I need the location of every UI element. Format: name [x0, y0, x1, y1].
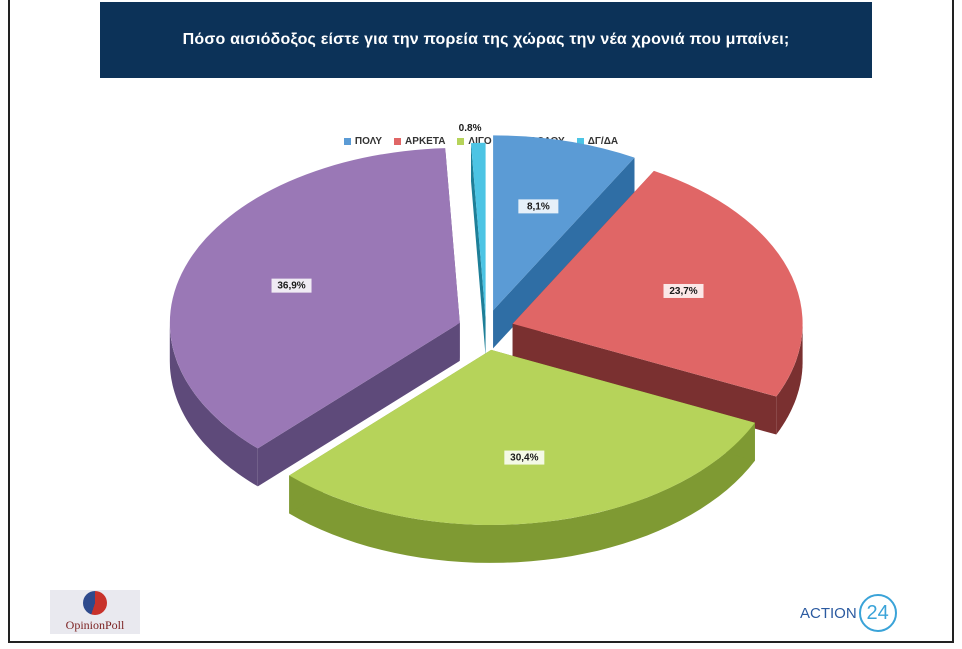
data-label-box — [663, 283, 704, 298]
pie-slice-top — [289, 349, 755, 525]
data-label-0: 8,1% — [527, 201, 550, 212]
legend-swatch — [394, 138, 402, 145]
legend-swatch — [343, 138, 351, 145]
pie-slice-0 — [493, 135, 635, 349]
data-label-4: 0.8% — [459, 123, 482, 134]
pie-slice-top — [493, 135, 635, 311]
legend-item-2: ΛΙΓΟ — [457, 136, 492, 147]
legend-swatch — [457, 138, 465, 145]
pie-slice-cut-face — [493, 157, 635, 349]
legend-label: ΔΓ/ΔΑ — [587, 136, 619, 147]
pie-slice-side — [169, 322, 258, 487]
data-label-2: 30,4% — [510, 453, 538, 464]
title-bar: Πόσο αισιόδοξος είστε για την πορεία της… — [100, 2, 872, 78]
data-label-box — [271, 278, 312, 293]
slide-frame — [8, 0, 954, 643]
data-label-box — [504, 450, 545, 465]
pie-slice-1 — [512, 170, 803, 435]
action24-logo-number: 24 — [858, 594, 897, 632]
legend-swatch — [576, 138, 584, 145]
legend-label: ΛΙΓΟ — [468, 136, 492, 147]
legend-item-0: ΠΟΛΥ — [343, 136, 383, 147]
pie-slice-2 — [289, 349, 755, 563]
action24-logo-text: ACTION — [800, 604, 857, 622]
chart-title: Πόσο αισιόδοξος είστε για την πορεία της… — [182, 31, 790, 48]
opinionpoll-logo-text: OpinionPoll — [65, 618, 125, 632]
legend-item-4: ΔΓ/ΔΑ — [576, 136, 619, 147]
pie-slice-cut-face — [470, 143, 486, 356]
legend-item-1: ΑΡΚΕΤΑ — [394, 136, 445, 147]
data-label-box — [518, 199, 559, 214]
data-label-3: 36,9% — [277, 281, 305, 292]
opinionpoll-logo: OpinionPoll — [50, 590, 140, 634]
pie-slice-side — [776, 323, 803, 435]
pie-slice-cut-face — [257, 322, 460, 487]
pie-slice-cut-face — [512, 323, 777, 435]
action24-logo: ACTION 24 — [800, 594, 897, 632]
legend-label: ΑΡΚΕΤΑ — [405, 136, 446, 147]
pie-slice-4 — [470, 142, 486, 356]
pie-slice-3 — [169, 148, 460, 487]
opinionpoll-circle-icon — [83, 591, 107, 615]
data-label-1: 23,7% — [669, 286, 697, 297]
pie-slice-side — [289, 422, 755, 563]
pie-slice-top — [512, 170, 803, 397]
legend-label: ΠΟΛΥ — [354, 136, 383, 147]
pie-slice-top — [471, 142, 486, 318]
pie-slice-top — [169, 148, 460, 449]
